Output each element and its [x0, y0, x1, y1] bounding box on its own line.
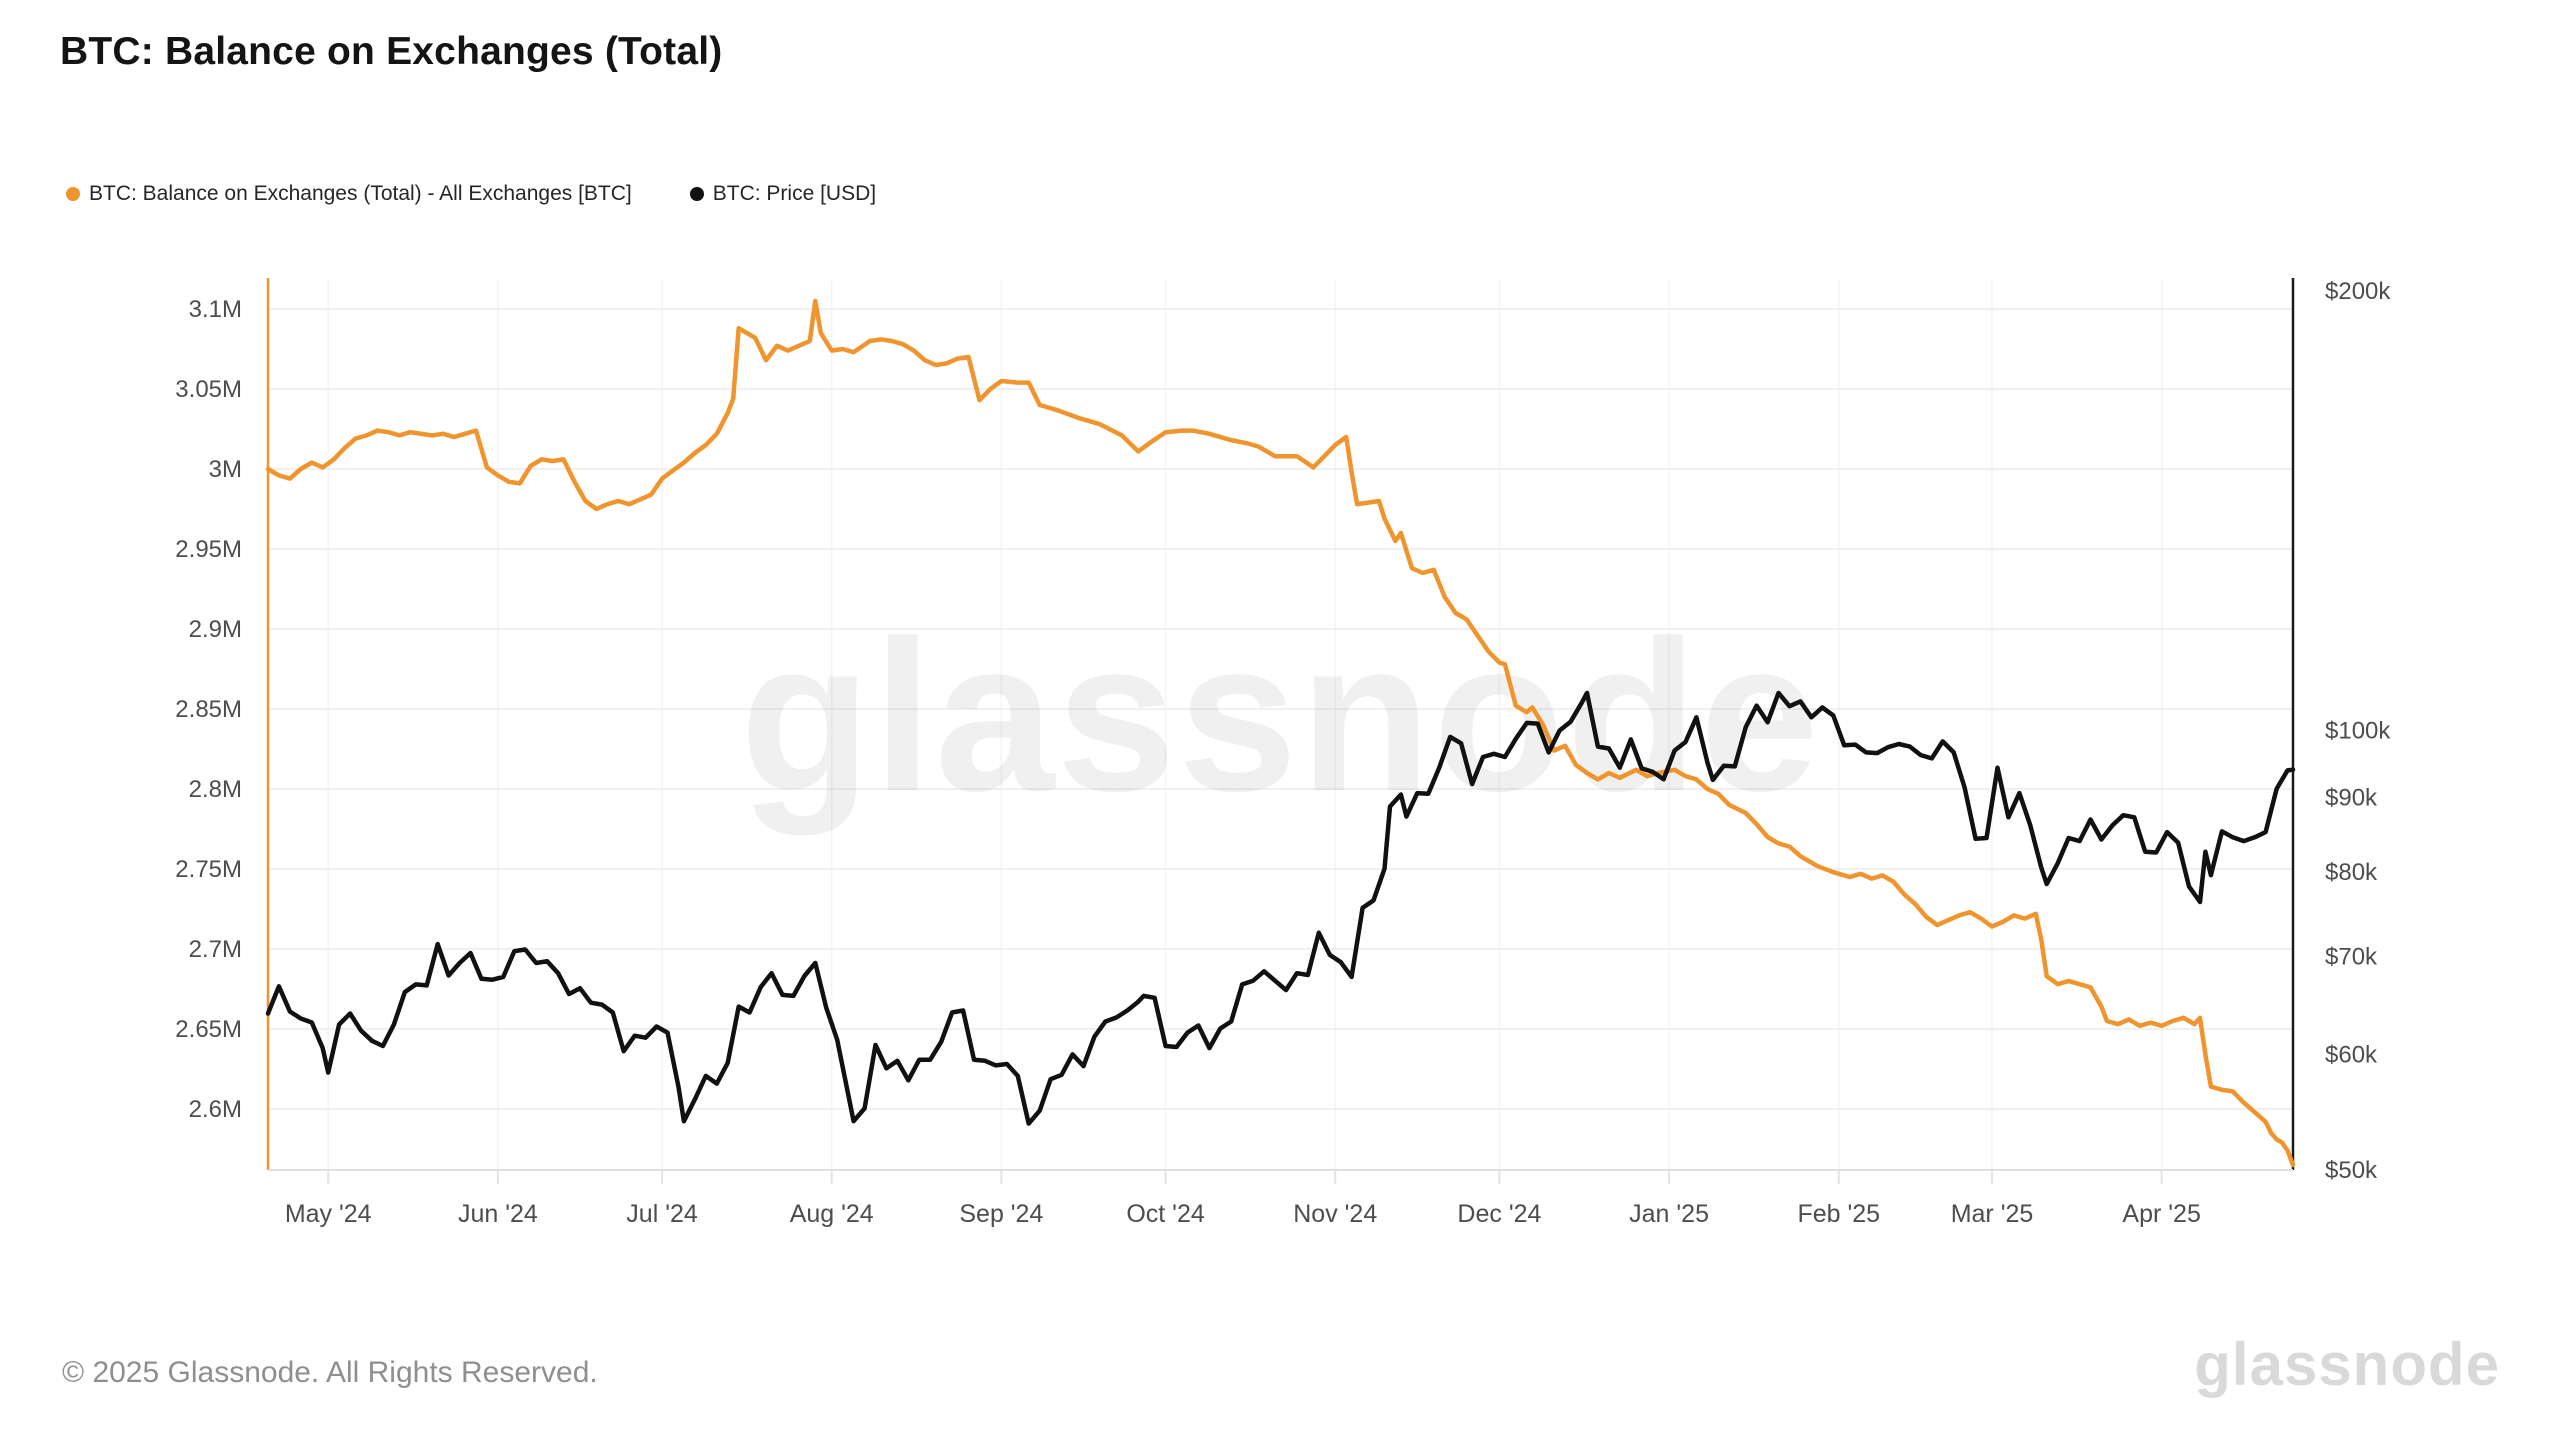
x-axis-tick-label: Jan '25	[1629, 1200, 1709, 1228]
y-left-tick-label: 2.6M	[189, 1096, 242, 1123]
y-left-tick-label: 2.95M	[175, 536, 242, 563]
watermark-text: glassnode	[740, 595, 1821, 836]
x-axis-tick-label: Nov '24	[1293, 1200, 1377, 1228]
y-left-tick-label: 2.9M	[189, 616, 242, 643]
legend-label-balance: BTC: Balance on Exchanges (Total) - All …	[89, 182, 632, 205]
y-right-tick-label: $200k	[2325, 278, 2391, 305]
y-left-tick-label: 3.1M	[189, 296, 242, 323]
price-series-line	[265, 690, 2296, 1126]
x-axis-tick-label: Feb '25	[1797, 1200, 1880, 1228]
price-series-dot-icon	[689, 187, 704, 201]
balance-series-dot-icon	[66, 187, 80, 201]
y-right-tick-label: $100k	[2325, 718, 2391, 745]
x-axis-tick-label: Aug '24	[790, 1200, 874, 1228]
x-axis-tick-label: Jul '24	[626, 1200, 698, 1228]
y-left-tick-label: 2.85M	[175, 696, 242, 723]
x-axis-tick-label: Jun '24	[458, 1200, 538, 1228]
y-right-tick-label: $80k	[2325, 859, 2378, 886]
x-axis-tick-label: Apr '25	[2122, 1200, 2200, 1228]
glassnode-logo: glassnode	[2194, 1331, 2500, 1398]
legend: BTC: Balance on Exchanges (Total) - All …	[66, 182, 876, 206]
x-axis-tick-label: Mar '25	[1951, 1200, 2034, 1228]
y-right-tick-label: $50k	[2325, 1157, 2378, 1184]
y-right-tick-label: $60k	[2325, 1041, 2378, 1068]
legend-label-price: BTC: Price [USD]	[712, 182, 877, 205]
y-right-tick-label: $90k	[2325, 784, 2378, 811]
y-left-tick-label: 2.75M	[175, 856, 242, 883]
x-axis-tick-label: May '24	[285, 1200, 372, 1228]
x-axis-tick-label: Sep '24	[959, 1200, 1043, 1228]
y-left-tick-label: 3M	[209, 456, 242, 483]
y-left-tick-label: 2.65M	[175, 1016, 242, 1043]
copyright-text: © 2025 Glassnode. All Rights Reserved.	[62, 1356, 598, 1389]
x-axis-tick-label: Dec '24	[1457, 1200, 1541, 1228]
x-axis-tick-label: Oct '24	[1126, 1200, 1205, 1228]
y-left-tick-label: 2.7M	[189, 936, 242, 963]
y-left-tick-label: 2.8M	[189, 776, 242, 803]
legend-item-price[interactable]: BTC: Price [USD]	[689, 182, 877, 206]
y-left-tick-label: 3.05M	[175, 376, 242, 403]
balance-series-line	[265, 298, 2296, 1168]
y-right-tick-label: $70k	[2325, 944, 2378, 971]
legend-item-balance[interactable]: BTC: Balance on Exchanges (Total) - All …	[66, 182, 632, 206]
page-title: BTC: Balance on Exchanges (Total)	[60, 30, 723, 73]
